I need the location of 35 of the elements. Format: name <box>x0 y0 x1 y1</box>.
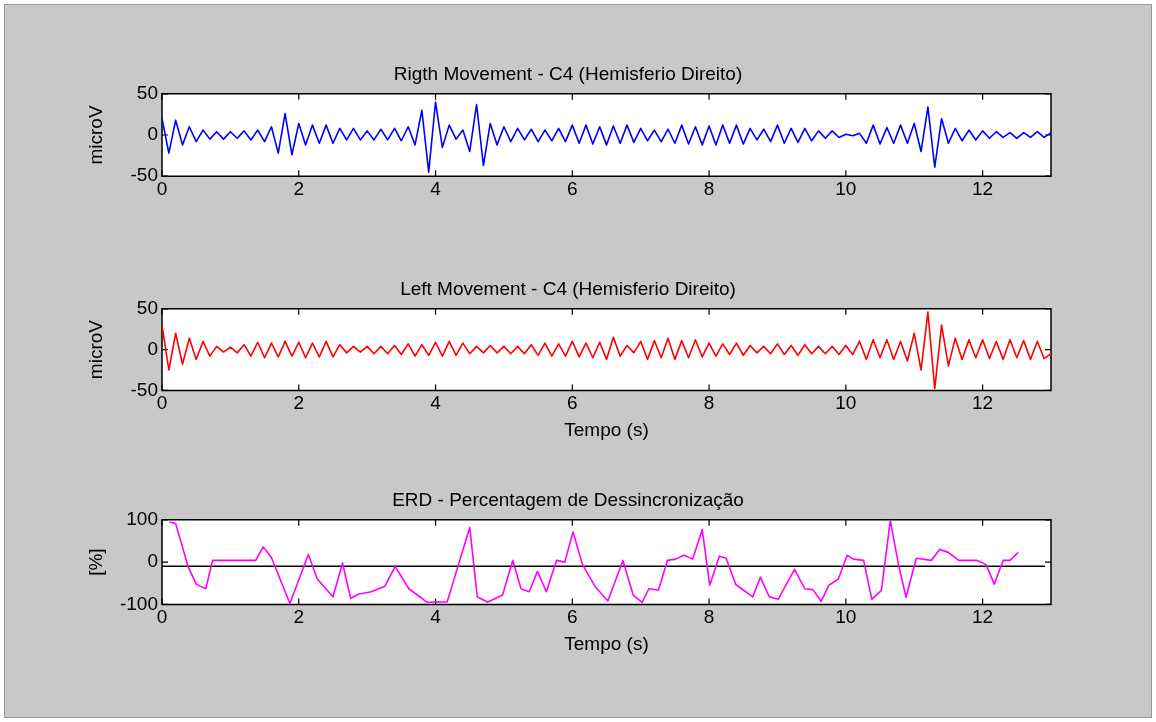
x-tick-label: 6 <box>567 392 578 414</box>
y-tick-label: 0 <box>147 337 158 359</box>
x-tick-label: 6 <box>567 177 578 199</box>
chart-title: Left Movement - C4 (Hemisferio Direito) <box>400 277 736 299</box>
x-tick-label: 2 <box>293 177 305 199</box>
y-tick-label: -50 <box>130 164 158 186</box>
x-tick-label: 12 <box>972 177 994 199</box>
x-axis-title: Tempo (s) <box>564 418 649 440</box>
chart-title: ERD - Percentagem de Dessincronização <box>392 488 744 510</box>
x-axis-title: Tempo (s) <box>564 632 649 654</box>
y-axis-title: [%] <box>84 548 106 576</box>
y-tick-label: 50 <box>136 82 158 104</box>
y-tick-label: -100 <box>119 592 158 614</box>
x-tick-label: 10 <box>835 177 857 199</box>
y-tick-label: 50 <box>136 297 158 319</box>
x-tick-label: 10 <box>835 606 857 628</box>
x-tick-label: 12 <box>972 392 994 414</box>
x-tick-label: 10 <box>835 392 857 414</box>
x-tick-label: 4 <box>430 606 442 628</box>
x-tick-label: 12 <box>972 606 994 628</box>
x-tick-label: 4 <box>430 177 442 199</box>
x-tick-label: 6 <box>567 606 578 628</box>
x-tick-label: 8 <box>703 177 715 199</box>
y-tick-label: 100 <box>126 508 158 530</box>
x-tick-label: 2 <box>293 606 305 628</box>
x-tick-label: 4 <box>430 392 442 414</box>
x-tick-label: 2 <box>293 392 305 414</box>
y-tick-label: 0 <box>147 123 158 145</box>
x-tick-label: 8 <box>703 392 715 414</box>
y-tick-label: 0 <box>147 550 158 572</box>
x-tick-label: 8 <box>703 606 715 628</box>
chart-title: Rigth Movement - C4 (Hemisferio Direito) <box>393 62 743 84</box>
y-axis-title: microV <box>84 105 106 165</box>
y-tick-label: -50 <box>130 378 158 400</box>
y-axis-title: microV <box>84 319 106 380</box>
